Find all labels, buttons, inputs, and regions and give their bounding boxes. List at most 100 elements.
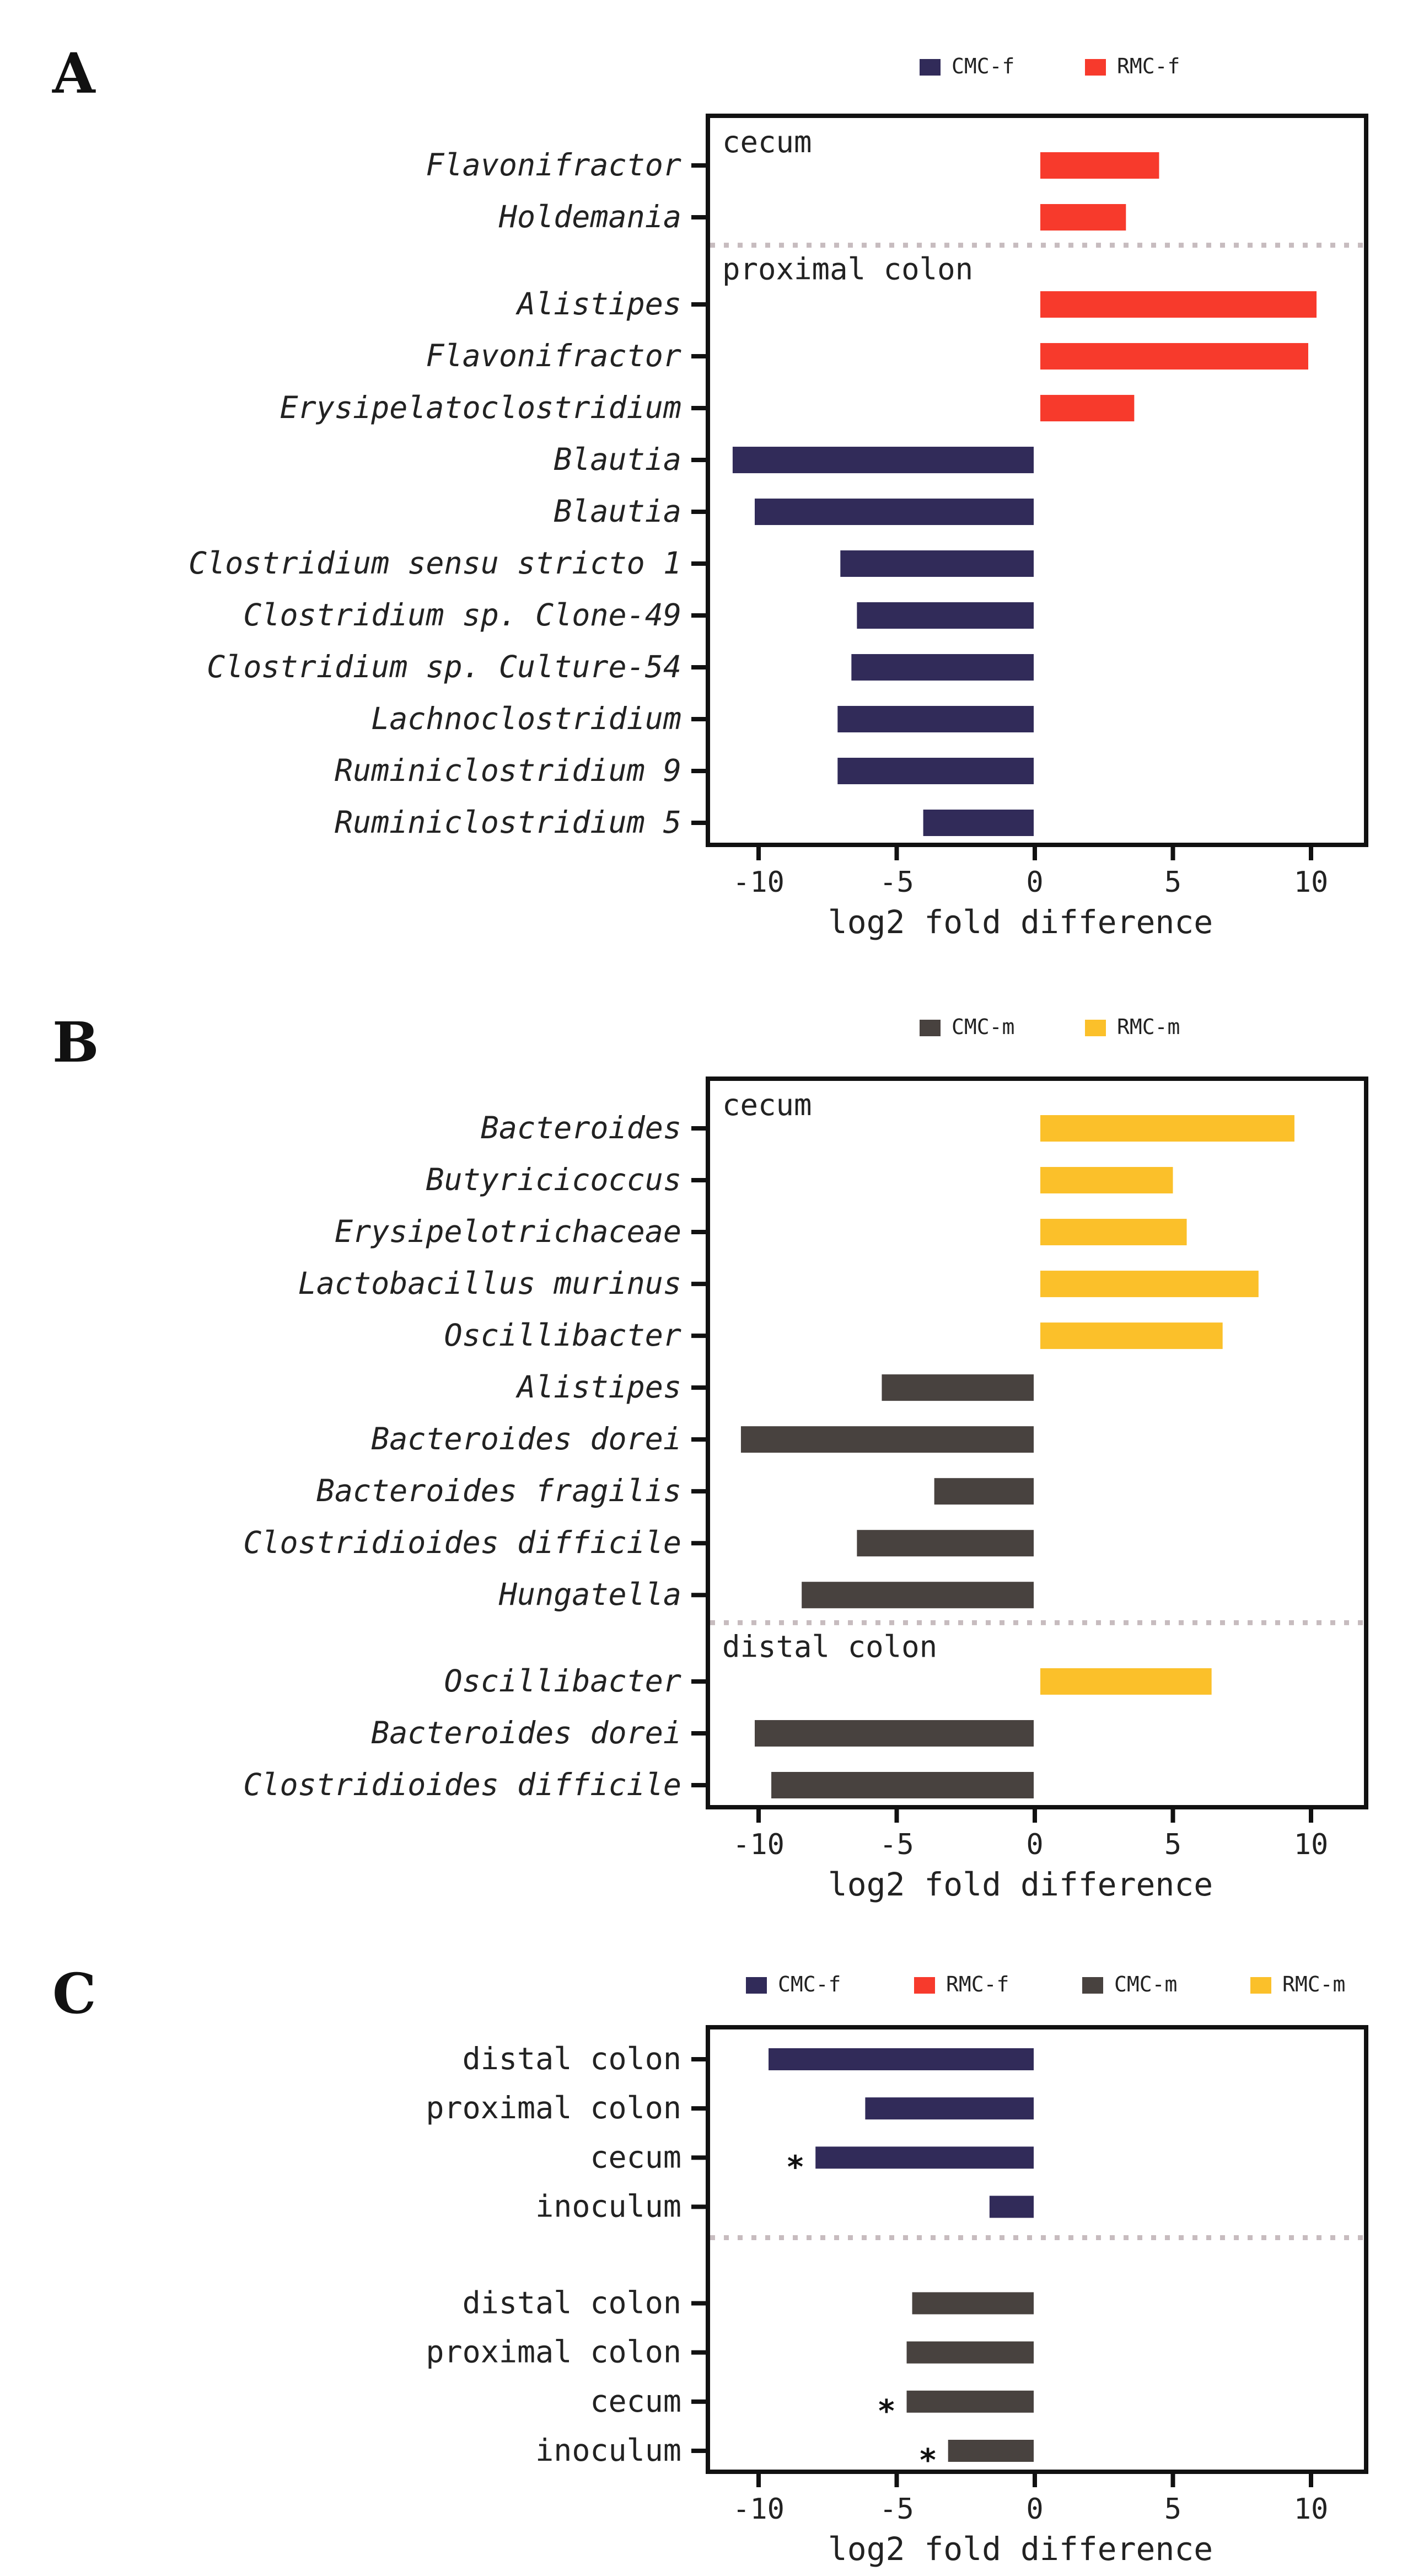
x-tick-label: -10 xyxy=(733,2493,785,2526)
legend-swatch-rmc-f xyxy=(914,1977,935,1994)
bar-cmc-m xyxy=(948,2440,1034,2462)
category-label: Clostridium sp. Culture-54 xyxy=(207,649,681,684)
bar-cmc-f xyxy=(923,810,1034,836)
category-label: Bacteroides dorei xyxy=(371,1421,681,1456)
category-label: Flavonifractor xyxy=(426,147,681,183)
category-label: Bacteroides xyxy=(481,1110,681,1145)
bar-cmc-m xyxy=(934,1478,1034,1505)
category-label: Ruminiclostridium 9 xyxy=(335,753,681,788)
category-label: distal colon xyxy=(463,2041,681,2076)
category-label: inoculum xyxy=(535,2189,681,2224)
panel-a: A CMC-f RMC-f cecum proximal colon Flavonifra… xyxy=(52,41,1368,941)
bar-cmc-f xyxy=(989,2195,1034,2218)
category-label: cecum xyxy=(590,2139,681,2175)
x-tick-label: -5 xyxy=(879,2493,914,2526)
x-axis-label: log2 fold difference xyxy=(828,2530,1213,2568)
x-tick-label: -5 xyxy=(879,1828,914,1861)
category-label: Bacteroides fragilis xyxy=(316,1473,681,1508)
category-label: proximal colon xyxy=(426,2334,681,2370)
category-label: Lachnoclostridium xyxy=(371,701,681,736)
significance-marker: * xyxy=(787,2149,803,2185)
category-label: Clostridioides difficile xyxy=(243,1525,681,1560)
category-label: Flavonifractor xyxy=(426,338,681,373)
bar-cmc-f xyxy=(865,2097,1034,2120)
significance-marker: * xyxy=(878,2393,894,2429)
group-label: distal colon xyxy=(722,1629,937,1664)
bar-rmc-m xyxy=(1040,1167,1173,1194)
bar-cmc-m xyxy=(882,1374,1034,1401)
plot-frame xyxy=(706,114,1368,847)
legend-label-rmc-f: RMC-f xyxy=(946,1972,1009,1996)
plot-frame xyxy=(706,2025,1368,2474)
category-label: proximal colon xyxy=(426,2090,681,2125)
bar-rmc-f xyxy=(1040,203,1126,231)
x-tick-label: 0 xyxy=(1026,2493,1043,2526)
legend-swatch-cmc-m xyxy=(920,1020,941,1036)
x-tick-label: 10 xyxy=(1294,2493,1329,2526)
bar-cmc-m xyxy=(754,1720,1034,1747)
legend-swatch-cmc-m xyxy=(1082,1977,1103,1994)
category-label: distal colon xyxy=(463,2285,681,2320)
x-tick-label: 5 xyxy=(1164,866,1181,899)
x-tick-label: -5 xyxy=(879,866,914,899)
group-label: proximal colon xyxy=(722,252,973,287)
category-label: Blautia xyxy=(554,494,681,529)
category-label: Butyricicoccus xyxy=(426,1162,681,1197)
panel-b: B CMC-m RMC-m cecum distal colon Bacteroides B… xyxy=(52,1010,1368,1903)
significance-marker: * xyxy=(920,2443,936,2478)
category-label: Oscillibacter xyxy=(444,1318,681,1353)
bar-rmc-f xyxy=(1040,343,1308,370)
category-label: Erysipelatoclostridium xyxy=(280,390,681,425)
x-tick-label: -10 xyxy=(733,866,785,899)
panel-letter: B xyxy=(52,1010,99,1075)
category-label: Ruminiclostridium 5 xyxy=(335,805,681,840)
category-label: Blautia xyxy=(554,442,681,477)
x-tick-label: 10 xyxy=(1294,1828,1329,1861)
bar-rmc-m xyxy=(1040,1115,1294,1142)
legend-label-rmc-m: RMC-m xyxy=(1117,1015,1180,1039)
x-tick-label: 5 xyxy=(1164,2493,1181,2526)
bar-cmc-f xyxy=(754,499,1034,526)
x-tick-label: -10 xyxy=(733,1828,785,1861)
legend-swatch-rmc-f xyxy=(1085,59,1106,76)
legend-label-rmc-f: RMC-f xyxy=(1117,54,1180,78)
bar-cmc-m xyxy=(912,2292,1034,2315)
category-label: Clostridioides difficile xyxy=(243,1767,681,1802)
bar-cmc-f xyxy=(732,447,1034,474)
x-axis-label: log2 fold difference xyxy=(828,1866,1213,1903)
bar-cmc-m xyxy=(906,2341,1034,2364)
legend-swatch-rmc-m xyxy=(1250,1977,1271,1994)
bar-cmc-f xyxy=(837,706,1034,733)
bar-rmc-f xyxy=(1040,395,1135,422)
bar-rmc-f xyxy=(1040,152,1159,179)
x-tick-label: 5 xyxy=(1164,1828,1181,1861)
category-label: Bacteroides dorei xyxy=(371,1715,681,1750)
x-axis-label: log2 fold difference xyxy=(828,903,1213,941)
category-label: cecum xyxy=(590,2384,681,2419)
category-label: inoculum xyxy=(535,2433,681,2468)
legend-label-cmc-m: CMC-m xyxy=(952,1015,1014,1039)
category-label: Erysipelotrichaceae xyxy=(335,1214,681,1249)
category-label: Lactobacillus murinus xyxy=(298,1266,681,1301)
panel-c: C CMC-f RMC-f CMC-m RMC-m distal colon proxima… xyxy=(52,1961,1368,2568)
category-label: Holdemania xyxy=(498,199,681,234)
panel-letter: A xyxy=(52,41,96,106)
group-label: cecum xyxy=(722,1088,812,1122)
bar-rmc-m xyxy=(1040,1271,1259,1298)
bar-rmc-f xyxy=(1040,291,1317,318)
bar-cmc-f xyxy=(851,654,1034,681)
bar-cmc-f xyxy=(840,550,1034,577)
legend-label-cmc-m: CMC-m xyxy=(1114,1972,1177,1996)
bar-cmc-f xyxy=(769,2048,1034,2070)
group-label: cecum xyxy=(722,125,812,159)
category-label: Clostridium sp. Clone-49 xyxy=(243,597,681,633)
x-tick-label: 0 xyxy=(1026,1828,1043,1861)
bar-cmc-m xyxy=(857,1530,1034,1557)
bar-rmc-m xyxy=(1040,1322,1223,1349)
x-tick-label: 0 xyxy=(1026,866,1043,899)
bar-rmc-m xyxy=(1040,1219,1187,1246)
bar-cmc-m xyxy=(906,2390,1034,2413)
legend-label-cmc-f: CMC-f xyxy=(952,54,1014,78)
bar-cmc-f xyxy=(857,602,1034,629)
